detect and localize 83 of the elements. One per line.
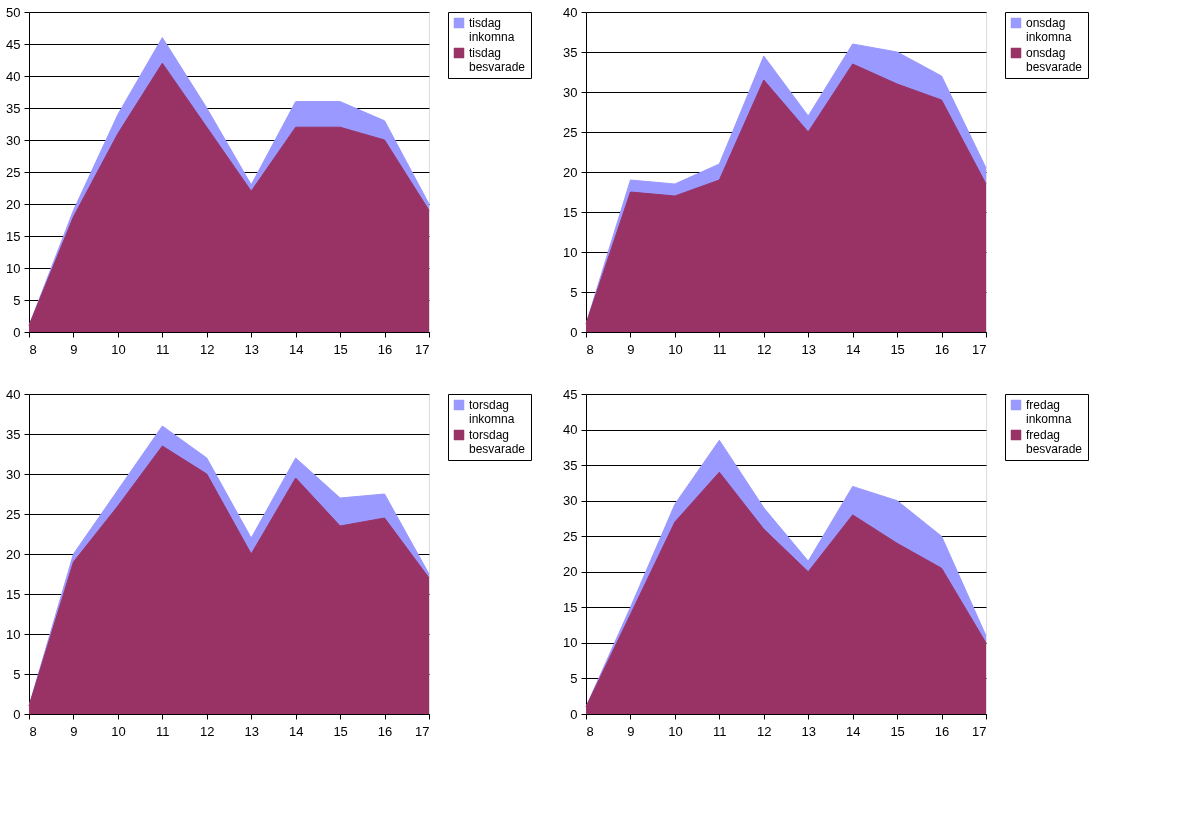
y-tick-label: 40 (6, 386, 21, 402)
x-tick-label: 13 (801, 341, 816, 357)
x-tick-label: 13 (244, 341, 259, 357)
y-tick-label: 30 (6, 466, 21, 482)
x-tick-label: 16 (934, 341, 950, 357)
y-tick-label: 25 (563, 528, 578, 544)
y-tick-label: 0 (570, 706, 578, 722)
x-tick-label: 13 (244, 723, 259, 739)
x-tick-label: 9 (70, 341, 78, 357)
y-tick-label: 30 (563, 493, 578, 509)
x-tick-label: 8 (29, 341, 37, 357)
x-tick-label: 10 (111, 341, 126, 357)
x-tick-label: 8 (29, 723, 37, 739)
x-tick-label: 11 (713, 723, 727, 739)
x-tick-label: 10 (668, 341, 683, 357)
x-tick-label: 12 (757, 723, 772, 739)
x-tick-label: 15 (333, 341, 348, 357)
x-tick-label: 14 (845, 341, 861, 357)
y-tick-label: 40 (563, 422, 578, 438)
x-tick-label: 12 (200, 341, 215, 357)
x-tick-label: 10 (111, 723, 126, 739)
y-tick-label: 0 (13, 324, 21, 340)
legend-label: fredag besvarade (1026, 428, 1083, 456)
x-tick-label: 9 (70, 723, 78, 739)
y-tick-label: 30 (563, 84, 578, 100)
x-tick-label: 11 (156, 341, 170, 357)
y-tick-label: 35 (6, 100, 21, 116)
x-tick-label: 10 (668, 723, 683, 739)
x-tick-label: 9 (627, 723, 635, 739)
y-tick-label: 40 (6, 68, 21, 84)
y-tick-label: 30 (6, 132, 21, 148)
x-tick-label: 14 (288, 341, 304, 357)
x-tick-label: 11 (156, 723, 170, 739)
x-tick-label: 15 (890, 723, 905, 739)
x-tick-label: 15 (890, 341, 905, 357)
y-tick-label: 10 (563, 635, 578, 651)
y-tick-label: 15 (563, 599, 578, 615)
y-tick-label: 10 (6, 260, 21, 276)
x-tick-label: 8 (586, 341, 594, 357)
y-tick-label: 25 (6, 164, 21, 180)
y-tick-label: 20 (563, 564, 578, 580)
legend-label: tisdag besvarade (469, 46, 526, 74)
x-tick-label: 16 (934, 723, 950, 739)
x-tick-label: 12 (200, 723, 215, 739)
y-tick-label: 25 (6, 506, 21, 522)
x-tick-label: 17 (415, 723, 430, 739)
x-tick-label: 14 (288, 723, 304, 739)
y-tick-label: 40 (563, 4, 578, 20)
y-tick-label: 35 (6, 426, 21, 442)
x-tick-label: 15 (333, 723, 348, 739)
y-tick-label: 35 (563, 457, 578, 473)
y-tick-label: 35 (563, 44, 578, 60)
y-tick-label: 45 (563, 386, 578, 402)
y-tick-label: 0 (570, 324, 578, 340)
y-tick-label: 5 (13, 666, 21, 682)
x-tick-label: 9 (627, 341, 635, 357)
y-tick-label: 50 (6, 4, 21, 20)
x-tick-label: 14 (845, 723, 861, 739)
y-tick-label: 5 (570, 284, 578, 300)
y-tick-label: 45 (6, 36, 21, 52)
y-tick-label: 15 (6, 228, 21, 244)
x-tick-label: 11 (713, 341, 727, 357)
y-tick-label: 20 (563, 164, 578, 180)
x-tick-label: 16 (377, 723, 393, 739)
x-tick-label: 17 (972, 723, 987, 739)
y-tick-label: 5 (570, 670, 578, 686)
y-tick-label: 15 (563, 204, 578, 220)
x-tick-label: 17 (972, 341, 987, 357)
x-tick-label: 17 (415, 341, 430, 357)
legend-label: onsdag besvarade (1026, 46, 1083, 74)
x-tick-label: 12 (757, 341, 772, 357)
x-tick-label: 13 (801, 723, 816, 739)
y-tick-label: 5 (13, 292, 21, 308)
x-tick-label: 8 (586, 723, 594, 739)
y-tick-label: 15 (6, 586, 21, 602)
y-tick-label: 25 (563, 124, 578, 140)
y-tick-label: 10 (6, 626, 21, 642)
y-tick-label: 20 (6, 196, 21, 212)
x-tick-label: 16 (377, 341, 393, 357)
y-tick-label: 10 (563, 244, 578, 260)
y-tick-label: 0 (13, 706, 21, 722)
legend-label: torsdag besvarade (469, 428, 526, 456)
y-tick-label: 20 (6, 546, 21, 562)
